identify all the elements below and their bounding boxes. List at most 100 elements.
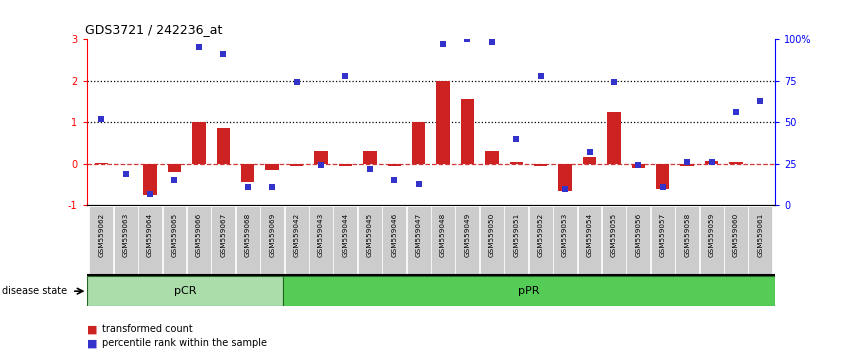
Bar bbox=[168, 164, 181, 172]
Bar bbox=[675, 206, 699, 275]
Point bbox=[509, 136, 523, 142]
Bar bbox=[387, 164, 401, 166]
Bar bbox=[407, 206, 430, 275]
Point bbox=[339, 73, 352, 78]
Point bbox=[363, 166, 377, 172]
Text: GSM559058: GSM559058 bbox=[684, 212, 690, 257]
Bar bbox=[724, 206, 748, 275]
Bar bbox=[266, 164, 279, 170]
Text: GSM559069: GSM559069 bbox=[269, 212, 275, 257]
Text: GSM559060: GSM559060 bbox=[733, 212, 739, 257]
Point bbox=[753, 98, 767, 103]
Bar bbox=[456, 206, 480, 275]
Point bbox=[705, 159, 719, 165]
Text: GSM559066: GSM559066 bbox=[196, 212, 202, 257]
Bar bbox=[314, 151, 327, 164]
Point bbox=[241, 184, 255, 190]
Text: GSM559044: GSM559044 bbox=[342, 212, 348, 257]
Bar bbox=[553, 206, 577, 275]
Text: GSM559050: GSM559050 bbox=[489, 212, 494, 257]
Bar bbox=[480, 206, 504, 275]
Text: GSM559046: GSM559046 bbox=[391, 212, 397, 257]
Bar bbox=[358, 206, 382, 275]
Bar bbox=[509, 162, 523, 164]
Bar bbox=[382, 206, 406, 275]
Point bbox=[436, 41, 450, 47]
Point bbox=[656, 184, 669, 190]
Text: GSM559068: GSM559068 bbox=[245, 212, 251, 257]
Point bbox=[216, 51, 230, 57]
Bar bbox=[578, 206, 602, 275]
Bar bbox=[290, 164, 303, 166]
Text: GSM559055: GSM559055 bbox=[611, 212, 617, 257]
Point bbox=[192, 45, 206, 50]
Text: ■: ■ bbox=[87, 338, 97, 348]
Text: GSM559048: GSM559048 bbox=[440, 212, 446, 257]
Bar bbox=[211, 206, 236, 275]
Bar bbox=[656, 164, 669, 189]
Bar bbox=[534, 164, 547, 166]
Bar bbox=[339, 164, 352, 166]
Bar bbox=[192, 122, 205, 164]
Bar bbox=[87, 276, 283, 306]
Bar bbox=[236, 206, 260, 275]
Point bbox=[681, 159, 695, 165]
Point bbox=[583, 149, 597, 155]
Bar bbox=[436, 80, 449, 164]
Text: GSM559053: GSM559053 bbox=[562, 212, 568, 257]
Text: ■: ■ bbox=[87, 324, 97, 334]
Bar bbox=[705, 161, 718, 164]
Point bbox=[559, 186, 572, 192]
Bar bbox=[583, 158, 596, 164]
Bar bbox=[333, 206, 358, 275]
Point bbox=[461, 36, 475, 42]
Bar bbox=[504, 206, 528, 275]
Text: GSM559067: GSM559067 bbox=[220, 212, 226, 257]
Bar bbox=[631, 164, 645, 168]
Text: GSM559043: GSM559043 bbox=[318, 212, 324, 257]
Bar bbox=[241, 164, 255, 182]
Bar bbox=[651, 206, 675, 275]
Point bbox=[167, 178, 181, 183]
Bar bbox=[309, 206, 333, 275]
Bar bbox=[283, 276, 775, 306]
Bar bbox=[260, 206, 284, 275]
Text: pPR: pPR bbox=[519, 286, 540, 296]
Bar bbox=[138, 206, 162, 275]
Text: GSM559063: GSM559063 bbox=[123, 212, 129, 257]
Point bbox=[314, 162, 328, 168]
Text: transformed count: transformed count bbox=[102, 324, 193, 334]
Point bbox=[265, 184, 279, 190]
Bar bbox=[144, 164, 157, 195]
Text: percentile rank within the sample: percentile rank within the sample bbox=[102, 338, 268, 348]
Point bbox=[289, 79, 303, 85]
Text: GSM559062: GSM559062 bbox=[98, 212, 104, 257]
Bar bbox=[89, 206, 113, 275]
Point bbox=[631, 162, 645, 168]
Text: GSM559047: GSM559047 bbox=[416, 212, 422, 257]
Point bbox=[143, 191, 157, 196]
Text: pCR: pCR bbox=[174, 286, 197, 296]
Text: GSM559045: GSM559045 bbox=[367, 212, 372, 257]
Text: disease state: disease state bbox=[2, 286, 67, 296]
Point bbox=[411, 181, 425, 187]
Bar bbox=[748, 206, 772, 275]
Bar bbox=[485, 151, 499, 164]
Point bbox=[94, 116, 108, 122]
Text: GSM559057: GSM559057 bbox=[660, 212, 666, 257]
Text: GSM559054: GSM559054 bbox=[586, 212, 592, 257]
Bar bbox=[626, 206, 650, 275]
Bar bbox=[363, 151, 377, 164]
Point bbox=[729, 109, 743, 115]
Text: GSM559065: GSM559065 bbox=[171, 212, 178, 257]
Point bbox=[119, 171, 132, 177]
Bar bbox=[187, 206, 210, 275]
Bar bbox=[529, 206, 553, 275]
Bar bbox=[216, 129, 230, 164]
Text: GSM559064: GSM559064 bbox=[147, 212, 153, 257]
Text: GSM559049: GSM559049 bbox=[464, 212, 470, 257]
Point bbox=[607, 79, 621, 85]
Bar bbox=[681, 164, 694, 166]
Bar bbox=[559, 164, 572, 191]
Text: GSM559042: GSM559042 bbox=[294, 212, 300, 257]
